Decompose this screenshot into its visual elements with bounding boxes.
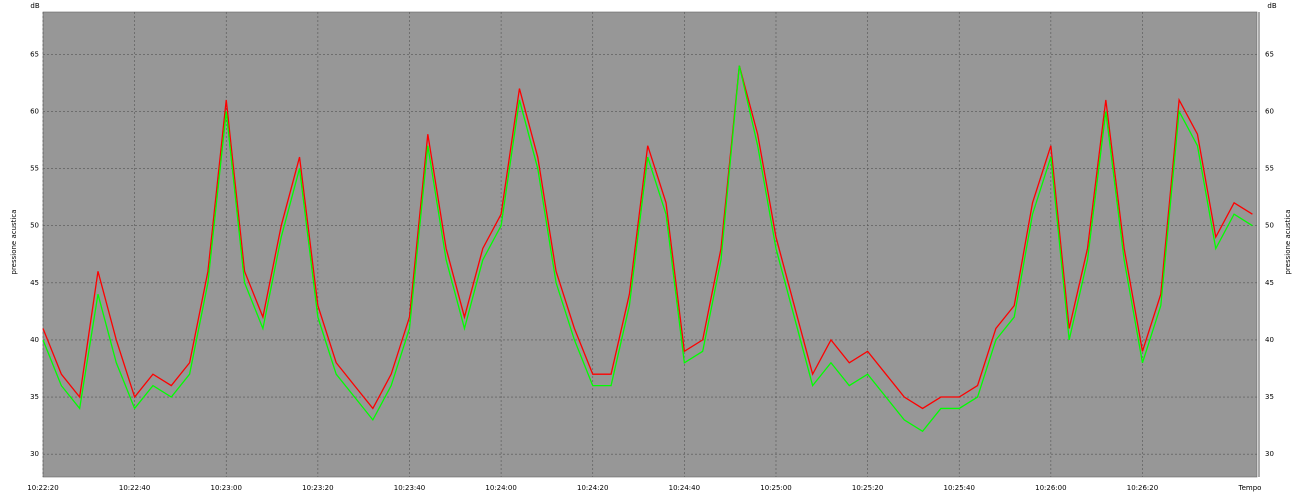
- x-tick-label: 10:23:00: [211, 484, 242, 492]
- y-tick-label: 45: [30, 279, 39, 287]
- x-tick-label: 10:22:40: [119, 484, 150, 492]
- data-line: [42, 65, 1253, 433]
- x-tick-label: 10:24:20: [577, 484, 608, 492]
- y-tick-label-right: 35: [1265, 393, 1274, 401]
- y-tick-label: 55: [30, 165, 39, 173]
- x-tick-label: 10:22:20: [27, 484, 58, 492]
- x-tick-label: 10:26:00: [1035, 484, 1066, 492]
- x-tick-label: 10:23:20: [302, 484, 333, 492]
- y-tick-label: 60: [30, 107, 39, 115]
- y-tick-label: 50: [30, 222, 39, 230]
- y-unit-left: dB: [30, 2, 39, 10]
- x-tick-label: 10:26:20: [1127, 484, 1158, 492]
- x-tick-label: 10:25:00: [760, 484, 791, 492]
- x-tick-label: 10:25:20: [852, 484, 883, 492]
- y-tick-label: 30: [30, 450, 39, 458]
- y-tick-label: 40: [30, 336, 39, 344]
- y-tick-label-right: 40: [1265, 336, 1274, 344]
- x-tick-label: 10:23:40: [394, 484, 425, 492]
- x-tick-label: 10:24:00: [485, 484, 516, 492]
- y-axis-title-left: pressione acustica: [10, 209, 18, 274]
- plot-area: [42, 11, 1258, 478]
- y-tick-label: 35: [30, 393, 39, 401]
- y-tick-label: 65: [30, 50, 39, 58]
- y-tick-label-right: 65: [1265, 50, 1274, 58]
- x-tick-label: 10:25:40: [943, 484, 974, 492]
- y-tick-label-right: 45: [1265, 279, 1274, 287]
- y-tick-label-right: 50: [1265, 222, 1274, 230]
- data-line: [42, 65, 1253, 410]
- y-tick-label-right: 30: [1265, 450, 1274, 458]
- x-axis-title: Tempo: [1238, 484, 1262, 492]
- x-tick-label: 10:24:40: [669, 484, 700, 492]
- y-tick-label-right: 60: [1265, 107, 1274, 115]
- y-tick-label-right: 55: [1265, 165, 1274, 173]
- y-unit-right: dB: [1267, 2, 1276, 10]
- y-axis-title-right: pressione acustica: [1284, 209, 1292, 274]
